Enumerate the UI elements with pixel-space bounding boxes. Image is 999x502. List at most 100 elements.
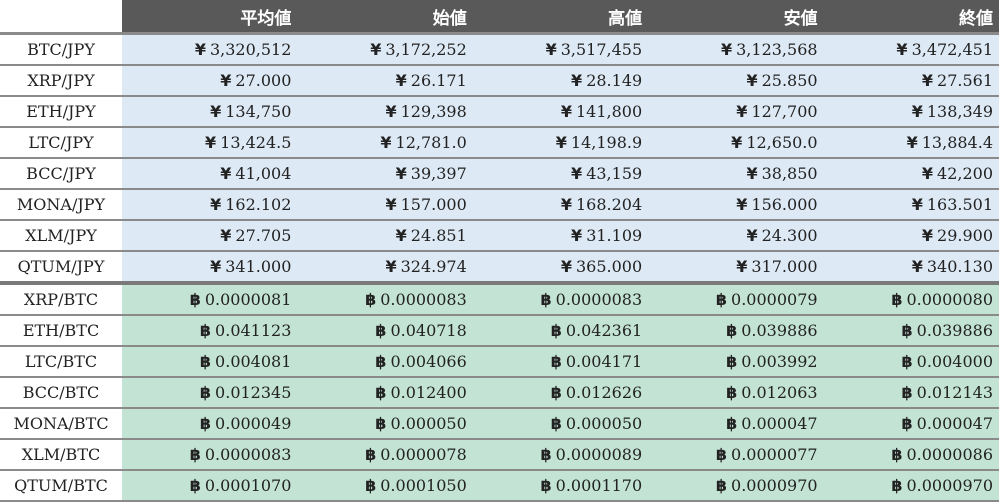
price-cell: ฿ 0.004081	[122, 346, 298, 378]
bitcoin-icon: ฿	[891, 445, 903, 464]
price-value: 31.109	[586, 226, 643, 245]
yen-icon: ¥	[210, 257, 222, 276]
price-cell: ¥324.974	[297, 251, 473, 285]
bitcoin-icon: ฿	[891, 476, 903, 495]
price-value: 127,700	[751, 102, 818, 121]
price-cell: ¥38,850	[648, 158, 824, 190]
price-value: 29.900	[937, 226, 993, 245]
pair-label: XRP/BTC	[0, 283, 122, 316]
yen-icon: ¥	[921, 71, 934, 90]
bitcoin-icon: ฿	[550, 321, 562, 340]
price-cell: ¥13,884.4	[823, 127, 999, 159]
bitcoin-icon: ฿	[550, 352, 562, 371]
price-value: 0.042361	[565, 321, 643, 340]
header-close: 終値	[823, 0, 999, 35]
pair-label: LTC/JPY	[0, 127, 122, 159]
price-cell: ¥141,800	[472, 96, 649, 128]
table-row: XLM/JPY ¥27.705 ¥24.851 ¥31.109 ¥24.300 ¥29.9…	[0, 220, 999, 252]
yen-icon: ¥	[906, 133, 918, 152]
bitcoin-icon: ฿	[540, 445, 552, 464]
price-value: 27.000	[235, 71, 292, 90]
price-value: 0.004066	[390, 352, 467, 371]
price-cell: ¥28.149	[472, 65, 649, 97]
yen-icon: ¥	[385, 257, 397, 276]
price-cell: ¥42,200	[823, 158, 999, 190]
price-cell: ¥341.000	[122, 251, 298, 285]
price-cell: ¥365.000	[472, 251, 649, 285]
price-cell: ฿ 0.0000079	[648, 283, 824, 316]
price-cell: ฿ 0.000050	[297, 408, 473, 440]
price-value: 129,398	[400, 102, 467, 121]
price-value: 3,517,455	[560, 40, 643, 59]
bitcoin-icon: ฿	[550, 414, 562, 433]
bitcoin-icon: ฿	[189, 445, 201, 464]
price-cell: ¥134,750	[122, 96, 298, 128]
bitcoin-icon: ฿	[365, 445, 377, 464]
price-value: 168.204	[576, 195, 643, 214]
bitcoin-icon: ฿	[199, 383, 212, 402]
bitcoin-icon: ฿	[726, 352, 738, 371]
yen-icon: ¥	[746, 71, 758, 90]
price-value: 0.0000083	[555, 290, 643, 309]
yen-icon: ¥	[911, 102, 923, 121]
table-row: BCC/JPY ¥41,004 ¥39,397 ¥43,159 ¥38,850 ¥42,2…	[0, 158, 999, 190]
price-cell: ฿ 0.0000078	[297, 439, 473, 471]
price-cell: ฿ 0.004000	[823, 346, 999, 378]
price-cell: ¥168.204	[472, 189, 649, 221]
price-cell: ¥13,424.5	[122, 127, 298, 159]
price-value: 0.039886	[916, 321, 993, 340]
price-value: 163.501	[926, 195, 993, 214]
price-cell: ฿ 0.0001170	[472, 470, 649, 502]
price-cell: ฿ 0.012063	[648, 377, 824, 409]
yen-icon: ¥	[395, 226, 407, 245]
yen-icon: ¥	[736, 102, 748, 121]
table-row: QTUM/BTC ฿ 0.0001070 ฿ 0.0001050 ฿ 0.0001170 ฿ 0…	[0, 470, 999, 502]
pair-label: QTUM/BTC	[0, 470, 122, 502]
price-value: 0.012345	[215, 383, 292, 402]
yen-icon: ¥	[210, 195, 222, 214]
table-row: MONA/BTC ฿ 0.000049 ฿ 0.000050 ฿ 0.000050 ฿ 0.00…	[0, 408, 999, 440]
table-row: ETH/JPY ¥134,750 ¥129,398 ¥141,800 ¥127,700 ¥…	[0, 96, 999, 128]
bitcoin-icon: ฿	[540, 290, 552, 309]
pair-label: XLM/BTC	[0, 439, 122, 471]
price-cell: ¥156.000	[648, 189, 824, 221]
yen-icon: ¥	[560, 195, 572, 214]
bitcoin-icon: ฿	[901, 321, 913, 340]
pair-label: BCC/BTC	[0, 377, 122, 409]
pair-label: QTUM/JPY	[0, 251, 122, 285]
bitcoin-icon: ฿	[891, 290, 903, 309]
price-cell: ฿ 0.041123	[122, 315, 298, 347]
yen-icon: ¥	[220, 71, 232, 90]
bitcoin-icon: ฿	[726, 321, 738, 340]
header-high: 高値	[472, 0, 649, 35]
yen-icon: ¥	[555, 133, 567, 152]
price-cell: ¥3,172,252	[297, 33, 473, 66]
price-cell: ¥3,472,451	[823, 33, 999, 66]
header-open: 始値	[297, 0, 473, 35]
yen-icon: ¥	[380, 133, 392, 152]
table-row: BTC/JPY ¥3,320,512 ¥3,172,252 ¥3,517,455 ¥3,…	[0, 33, 999, 66]
bitcoin-icon: ฿	[199, 352, 212, 371]
bitcoin-icon: ฿	[715, 445, 728, 464]
price-value: 0.000050	[390, 414, 467, 433]
price-cell: ฿ 0.012400	[297, 377, 473, 409]
price-value: 340.130	[926, 257, 993, 276]
price-value: 134,750	[225, 102, 292, 121]
bitcoin-icon: ฿	[726, 383, 738, 402]
price-cell: ฿ 0.0000081	[122, 283, 298, 316]
price-value: 28.149	[586, 71, 643, 90]
price-value: 42,200	[937, 164, 993, 183]
price-cell: ฿ 0.040718	[297, 315, 473, 347]
price-value: 0.0000080	[906, 290, 993, 309]
yen-icon: ¥	[571, 71, 583, 90]
price-cell: ¥43,159	[472, 158, 649, 190]
yen-icon: ¥	[560, 257, 572, 276]
bitcoin-icon: ฿	[540, 476, 552, 495]
pair-label: MONA/JPY	[0, 189, 122, 221]
bitcoin-icon: ฿	[715, 290, 728, 309]
price-cell: ฿ 0.0000970	[823, 470, 999, 502]
price-value: 0.0000081	[204, 290, 292, 309]
price-value: 41,004	[235, 164, 292, 183]
bitcoin-icon: ฿	[375, 383, 387, 402]
